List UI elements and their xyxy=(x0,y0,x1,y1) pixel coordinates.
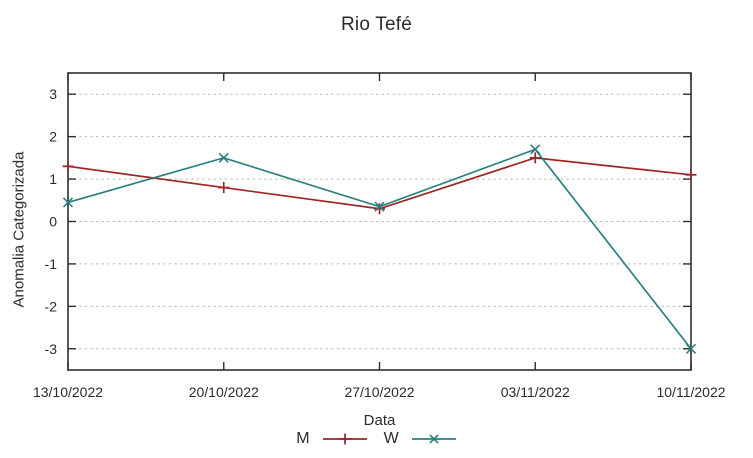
chart-title: Rio Tefé xyxy=(341,14,412,35)
legend-entry-m: M xyxy=(296,430,367,448)
y-tick-label: 0 xyxy=(49,214,57,230)
legend-label-w: W xyxy=(383,430,399,447)
series-line-m xyxy=(67,156,692,210)
x-tick-label: 13/10/2022 xyxy=(33,384,103,400)
legend-label-m: M xyxy=(296,430,310,447)
x-tick-label: 27/10/2022 xyxy=(344,384,414,400)
y-axis-label: Anomalia Categorizada xyxy=(10,151,28,308)
x-tick-label: 03/11/2022 xyxy=(501,384,570,400)
marker-cross xyxy=(374,201,385,212)
legend-sample-line-w xyxy=(411,434,456,444)
x-tick-label: 20/10/2022 xyxy=(189,384,259,400)
marker-cross xyxy=(62,197,74,208)
y-tick-label: -2 xyxy=(45,298,58,314)
y-tick-label: -1 xyxy=(45,256,58,272)
x-tick-label: 10/11/2022 xyxy=(656,384,725,400)
marker-cross xyxy=(685,343,697,354)
x-axis-label: Data xyxy=(363,412,396,429)
y-tick-label: -3 xyxy=(45,341,58,357)
marker-cross xyxy=(218,152,229,163)
y-tick-label: 2 xyxy=(49,129,57,145)
y-tick-label: 3 xyxy=(49,86,57,102)
legend-entry-w: W xyxy=(384,430,457,448)
legend-sample-line-m xyxy=(322,433,367,445)
y-tick-label: 1 xyxy=(49,171,57,187)
legend: M W xyxy=(0,430,753,448)
plot-border xyxy=(67,72,692,371)
marker-cross xyxy=(530,144,541,155)
